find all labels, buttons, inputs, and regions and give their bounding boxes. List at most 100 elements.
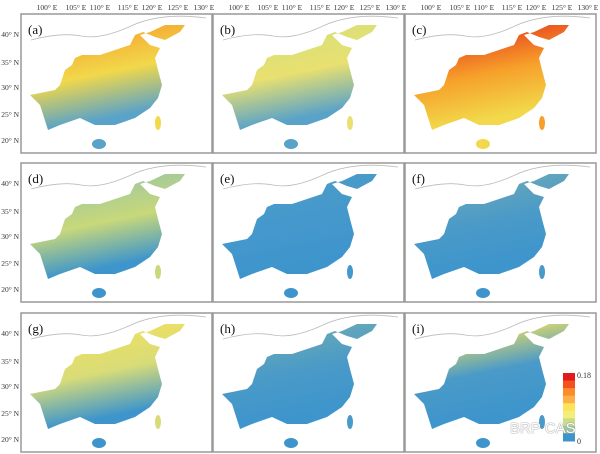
taiwan-island xyxy=(155,116,161,130)
mainland-map xyxy=(222,324,377,429)
taiwan-island xyxy=(155,415,161,429)
lon-tick-label: 130° E xyxy=(194,3,215,12)
taiwan-island xyxy=(347,265,353,279)
legend-swatch xyxy=(563,380,575,389)
lon-tick-label: 115° E xyxy=(118,3,139,12)
lon-tick-label: 100° E xyxy=(37,3,58,12)
hainan-island xyxy=(284,288,298,298)
watermark: BRP CAS xyxy=(510,420,576,437)
mainland-map xyxy=(30,324,185,429)
legend-swatch xyxy=(563,373,575,382)
lat-tick-label: 30° N xyxy=(1,83,19,92)
map-panel-g: (g) 40° N 35° N 30° N 25° N 20° N xyxy=(1,312,213,453)
lon-tick-label: 105° E xyxy=(258,3,279,12)
hainan-island xyxy=(92,288,106,298)
lon-tick-label: 125° E xyxy=(168,3,189,12)
map-panel-h: (h) xyxy=(212,312,405,453)
lon-tick-label: 120° E xyxy=(334,3,355,12)
legend-swatch xyxy=(563,433,575,442)
lat-tick-label: 40° N xyxy=(1,179,19,188)
border-line xyxy=(222,314,399,340)
taiwan-island xyxy=(539,265,545,279)
legend-min-label: 0 xyxy=(577,437,581,446)
hainan-island xyxy=(476,288,490,298)
taiwan-island xyxy=(539,116,545,130)
mainland-map xyxy=(30,25,185,130)
hainan-island xyxy=(476,139,490,149)
color-legend: 0.18 0 xyxy=(563,371,591,446)
lat-tick-label: 30° N xyxy=(1,382,19,391)
border-line xyxy=(414,164,591,190)
panel-label: (h) xyxy=(220,321,235,336)
lat-tick-label: 35° N xyxy=(1,207,19,216)
map-panel-d: (d) 40° N 35° N 30° N 25° N 20° N xyxy=(1,162,213,303)
hainan-island xyxy=(92,139,106,149)
lat-tick-label: 35° N xyxy=(1,58,19,67)
panel-label: (d) xyxy=(28,171,43,186)
lat-tick-label: 40° N xyxy=(1,329,19,338)
panel-label: (b) xyxy=(220,22,235,37)
hainan-island xyxy=(476,438,490,448)
lat-tick-label: 20° N xyxy=(1,285,19,294)
taiwan-island xyxy=(155,265,161,279)
border-line xyxy=(414,15,591,41)
mainland-map xyxy=(222,25,377,130)
taiwan-island xyxy=(347,116,353,130)
lat-tick-label: 30° N xyxy=(1,232,19,241)
panel-label: (a) xyxy=(28,22,42,37)
lon-tick-label: 130° E xyxy=(386,3,407,12)
lon-tick-label: 130° E xyxy=(578,3,599,12)
panel-label: (c) xyxy=(412,22,426,37)
lon-tick-label: 120° E xyxy=(142,3,163,12)
lon-tick-label: 110° E xyxy=(282,3,303,12)
lon-tick-label: 100° E xyxy=(229,3,250,12)
lon-tick-label: 110° E xyxy=(90,3,111,12)
border-line xyxy=(30,314,207,340)
legend-swatch xyxy=(563,418,575,427)
lat-tick-label: 25° N xyxy=(1,110,19,119)
mainland-map xyxy=(414,324,569,429)
legend-max-label: 0.18 xyxy=(577,371,591,380)
border-line xyxy=(222,164,399,190)
panel-label: (i) xyxy=(412,321,424,336)
lon-tick-label: 115° E xyxy=(502,3,523,12)
lon-tick-label: 115° E xyxy=(310,3,331,12)
legend-swatch xyxy=(563,410,575,419)
border-line xyxy=(414,314,591,340)
map-panel-f: (f) xyxy=(404,162,597,303)
lat-tick-label: 20° N xyxy=(1,435,19,444)
panel-label: (f) xyxy=(412,171,425,186)
lon-tick-label: 105° E xyxy=(66,3,87,12)
legend-swatch xyxy=(563,403,575,412)
lat-tick-label: 20° N xyxy=(1,136,19,145)
lon-tick-label: 125° E xyxy=(360,3,381,12)
hainan-island xyxy=(284,139,298,149)
lat-tick-label: 40° N xyxy=(1,30,19,39)
legend-swatch xyxy=(563,425,575,434)
panel-label: (e) xyxy=(220,171,234,186)
lat-tick-label: 35° N xyxy=(1,357,19,366)
border-line xyxy=(222,15,399,41)
legend-swatch xyxy=(563,395,575,404)
lon-tick-label: 125° E xyxy=(552,3,573,12)
mainland-map xyxy=(222,174,377,279)
hainan-island xyxy=(284,438,298,448)
mainland-map xyxy=(414,174,569,279)
mainland-map xyxy=(30,174,185,279)
taiwan-island xyxy=(347,415,353,429)
map-panel-e: (e) xyxy=(212,162,405,303)
lon-tick-label: 110° E xyxy=(474,3,495,12)
panel-label: (g) xyxy=(28,321,43,336)
lon-tick-label: 100° E xyxy=(421,3,442,12)
legend-swatch xyxy=(563,388,575,397)
border-line xyxy=(30,164,207,190)
taiwan-island xyxy=(539,415,545,429)
mainland-map xyxy=(414,25,569,130)
lat-tick-label: 25° N xyxy=(1,259,19,268)
lat-tick-label: 25° N xyxy=(1,409,19,418)
map-panel-b: (b) 100° E 105° E 110° E 115° E 120° E 125° E 1… xyxy=(212,3,407,154)
map-panel-a: (a) 100° E 105° E 110° E 115° E 120° E 125° E 1… xyxy=(1,3,215,154)
map-panel-c: (c) 100° E 105° E 110° E 115° E 120° E 125° E 1… xyxy=(404,3,599,154)
